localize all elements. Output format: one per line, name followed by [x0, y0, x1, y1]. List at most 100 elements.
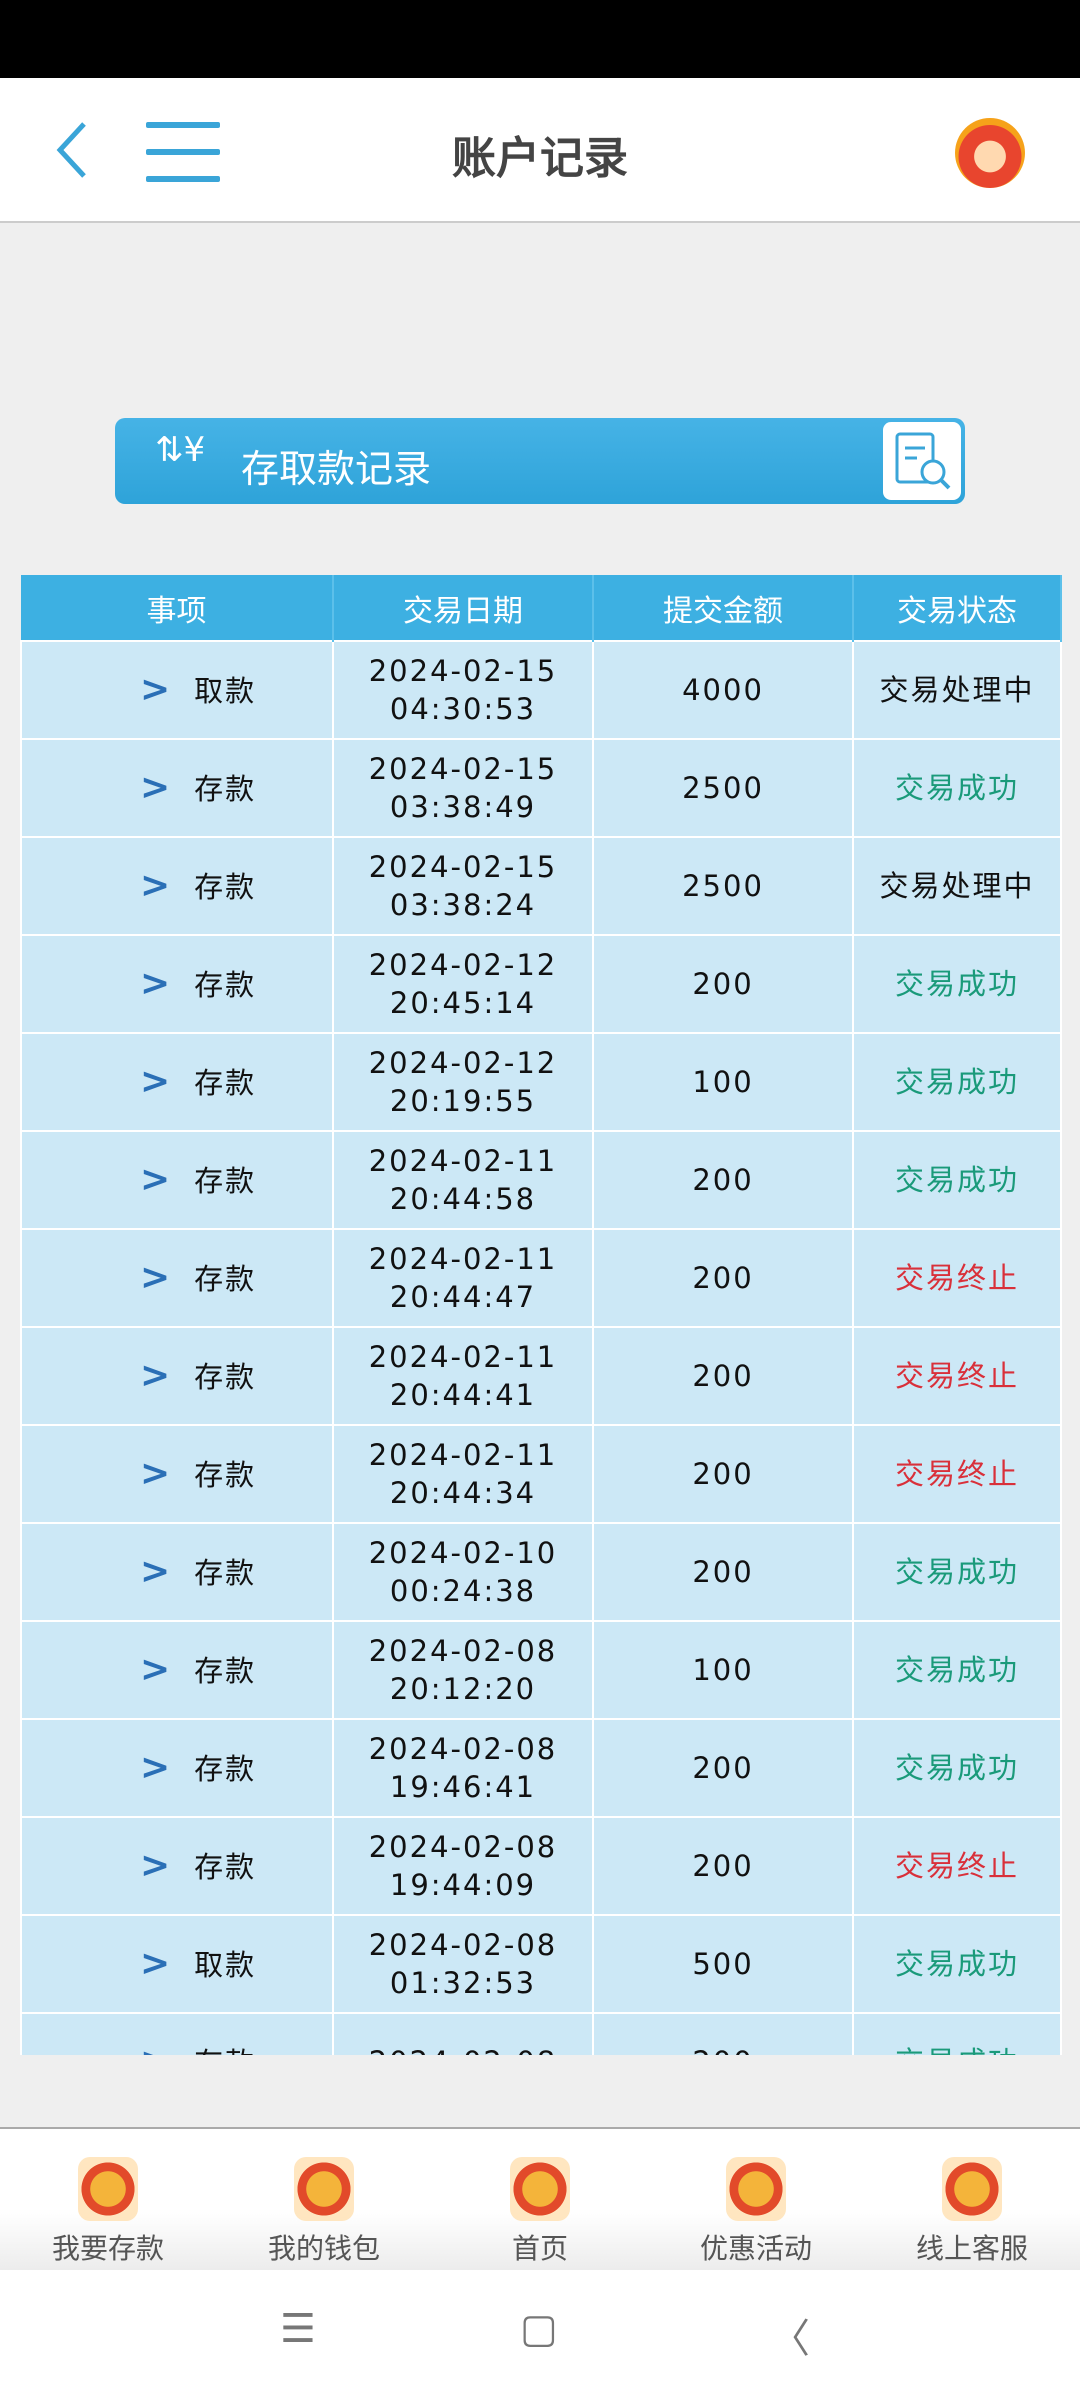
page-title: 账户记录	[452, 133, 628, 184]
table-viewport[interactable]: 事项 交易日期 提交金额 交易状态 > 取款 2024-02-15 04:30:53 40…	[0, 0, 1080, 2055]
table-row[interactable]: > 取款 2024-02-08 01:32:53 500 交易成功	[20, 1914, 1062, 2014]
item-cell[interactable]: > 取款	[20, 1914, 334, 2014]
amount-cell: 100	[592, 1620, 854, 1720]
chevron-right-icon[interactable]: >	[140, 962, 173, 1004]
chevron-right-icon[interactable]: >	[140, 766, 173, 808]
nav-item[interactable]: 我要存款	[0, 2129, 216, 2272]
chevron-right-icon[interactable]: >	[140, 1844, 173, 1886]
status-cell: 交易成功	[852, 1620, 1062, 1720]
item-type: 存款	[194, 1065, 257, 1100]
chevron-right-icon[interactable]: >	[140, 1452, 173, 1494]
amount-cell: 200	[592, 1816, 854, 1916]
table-row[interactable]: > 存款 2024-02-15 03:38:49 2500 交易成功	[20, 738, 1062, 838]
date-cell: 2024-02-08 19:44:09	[332, 1816, 594, 1916]
table-row[interactable]: > 存款 2024-02-15 03:38:24 2500 交易处理中	[20, 836, 1062, 936]
item-cell[interactable]: > 存款	[20, 1718, 334, 1818]
home-button[interactable]: ▢	[520, 2306, 558, 2352]
time: 20:45:14	[389, 986, 537, 1020]
chevron-right-icon[interactable]: >	[140, 1256, 173, 1298]
bottom-nav: 我要存款 我的钱包 首页 优惠活动 线上客服	[0, 2127, 1080, 2270]
table-row[interactable]: > 存款 2024-02-08 19:44:09 200 交易终止	[20, 1816, 1062, 1916]
status-cell: 交易终止	[852, 1326, 1062, 1426]
item-cell[interactable]: > 存款	[20, 1228, 334, 1328]
date-cell: 2024-02-11 20:44:34	[332, 1424, 594, 1524]
time: 20:12:20	[389, 1672, 537, 1706]
date: 2024-02-11	[368, 1144, 558, 1178]
chevron-left-icon[interactable]	[52, 118, 92, 182]
dragon-avatar-icon[interactable]	[955, 118, 1025, 188]
status-cell: 交易处理中	[852, 640, 1062, 740]
chevron-right-icon[interactable]: >	[140, 1746, 173, 1788]
item-cell[interactable]: > 存款	[20, 934, 334, 1034]
amount-cell: 2500	[592, 836, 854, 936]
chevron-right-icon[interactable]: >	[140, 864, 173, 906]
time: 04:30:53	[389, 692, 537, 726]
item-type: 存款	[194, 1457, 257, 1492]
chevron-right-icon[interactable]: >	[140, 1648, 173, 1690]
chevron-right-icon[interactable]: >	[140, 1060, 173, 1102]
hamburger-icon[interactable]	[146, 122, 220, 182]
yen-exchange-icon: ⇅¥	[155, 430, 206, 470]
nav-item[interactable]: 优惠活动	[648, 2129, 864, 2272]
date: 2024-02-11	[368, 1438, 558, 1472]
item-cell[interactable]: > 存款	[20, 1620, 334, 1720]
time: 00:24:38	[389, 1574, 537, 1608]
status-cell: 交易成功	[852, 1718, 1062, 1818]
back-button[interactable]: 〈	[770, 2316, 810, 2362]
table-row[interactable]: > 存款 2024-02-11 20:44:58 200 交易成功	[20, 1130, 1062, 1230]
table-row[interactable]: > 取款 2024-02-15 04:30:53 4000 交易处理中	[20, 640, 1062, 740]
item-cell[interactable]: > 存款	[20, 1522, 334, 1622]
item-cell[interactable]: > 存款	[20, 1424, 334, 1524]
column-header: 事项	[21, 575, 334, 641]
chevron-right-icon[interactable]: >	[140, 2041, 172, 2055]
date: 2024-02-12	[368, 948, 558, 982]
chevron-right-icon[interactable]: >	[140, 1158, 173, 1200]
recents-button[interactable]: ☰	[280, 2306, 316, 2352]
nav-label: 首页	[511, 2232, 568, 2265]
item-cell[interactable]: > 存款	[20, 2012, 334, 2056]
table-row[interactable]: > 存款 2024-02-11 20:44:41 200 交易终止	[20, 1326, 1062, 1426]
item-cell[interactable]: > 存款	[20, 836, 334, 936]
nav-item[interactable]: 首页	[432, 2129, 648, 2272]
nav-item[interactable]: 线上客服	[864, 2129, 1080, 2272]
item-type: 存款	[194, 1653, 257, 1688]
chevron-right-icon[interactable]: >	[140, 668, 173, 710]
table-row[interactable]: > 存款 2024-02-12 20:45:14 200 交易成功	[20, 934, 1062, 1034]
amount-cell: 200	[592, 1522, 854, 1622]
date-cell: 2024-02-15 03:38:49	[332, 738, 594, 838]
table-row[interactable]: > 存款 2024-02-11 20:44:34 200 交易终止	[20, 1424, 1062, 1524]
item-cell[interactable]: > 存款	[20, 1816, 334, 1916]
chevron-right-icon[interactable]: >	[140, 1354, 173, 1396]
table-row[interactable]: > 存款 2024-02-12 20:19:55 100 交易成功	[20, 1032, 1062, 1132]
chevron-right-icon[interactable]: >	[140, 1550, 173, 1592]
item-cell[interactable]: > 存款	[20, 1326, 334, 1426]
dragon-wallet-icon	[294, 2157, 354, 2221]
item-cell[interactable]: > 存款	[20, 1130, 334, 1230]
table-row[interactable]: > 存款 2024-02-08 200 交易成功	[20, 2012, 1062, 2056]
nav-label: 线上客服	[915, 2232, 1028, 2265]
status-cell: 交易成功	[852, 1130, 1062, 1230]
item-cell[interactable]: > 存款	[20, 1032, 334, 1132]
amount-cell: 2500	[592, 738, 854, 838]
chevron-right-icon[interactable]: >	[140, 1942, 173, 1984]
amount-cell: 100	[592, 1032, 854, 1132]
date: 2024-02-15	[368, 752, 558, 786]
item-cell[interactable]: > 存款	[20, 738, 334, 838]
status-cell: 交易终止	[852, 1816, 1062, 1916]
item-type: 存款	[194, 1555, 257, 1590]
item-type: 存款	[194, 2046, 256, 2056]
item-cell[interactable]: > 取款	[20, 640, 334, 740]
table-row[interactable]: > 存款 2024-02-08 20:12:20 100 交易成功	[20, 1620, 1062, 1720]
nav-item[interactable]: 我的钱包	[216, 2129, 432, 2272]
time: 01:32:53	[389, 1966, 537, 2000]
time: 20:44:34	[389, 1476, 537, 1510]
table-row[interactable]: > 存款 2024-02-10 00:24:38 200 交易成功	[20, 1522, 1062, 1622]
status-cell: 交易终止	[852, 1424, 1062, 1524]
amount-cell: 200	[592, 1718, 854, 1818]
search-document-icon[interactable]	[883, 422, 961, 500]
date-cell: 2024-02-08	[332, 2012, 594, 2055]
table-row[interactable]: > 存款 2024-02-11 20:44:47 200 交易终止	[20, 1228, 1062, 1328]
table-row[interactable]: > 存款 2024-02-08 19:46:41 200 交易成功	[20, 1718, 1062, 1818]
item-type: 存款	[194, 771, 257, 806]
date: 2024-02-08	[368, 1732, 558, 1766]
